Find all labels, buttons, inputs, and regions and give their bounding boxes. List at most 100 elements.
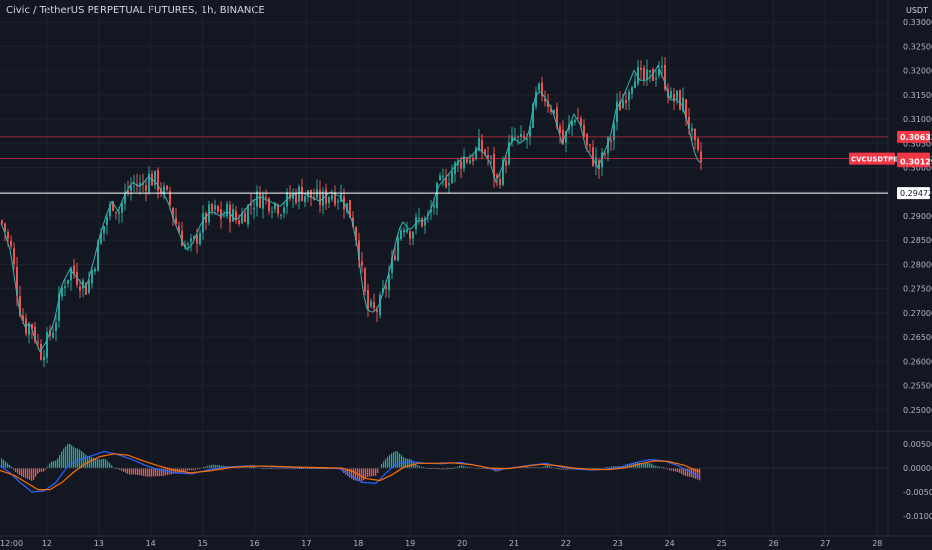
macd-histogram-bar xyxy=(97,458,99,469)
candle-body xyxy=(175,217,177,225)
candle-body xyxy=(124,193,126,204)
candle-body xyxy=(685,99,687,119)
macd-histogram-bar xyxy=(559,468,561,470)
macd-histogram-bar xyxy=(411,459,413,469)
macd-histogram-bar xyxy=(93,457,95,469)
chart-title: Civic / TetherUS PERPETUAL FUTURES, 1h, … xyxy=(6,5,265,16)
candle-body xyxy=(22,315,24,322)
macd-histogram-bar xyxy=(377,468,379,473)
macd-histogram-bar xyxy=(15,468,17,473)
candle-body xyxy=(28,323,30,335)
macd-histogram-bar xyxy=(369,468,371,477)
candle-body xyxy=(58,293,60,321)
x-tick-label: 19 xyxy=(405,539,415,548)
candle-body xyxy=(544,98,546,102)
macd-histogram-bar xyxy=(657,466,659,469)
macd-histogram-bar xyxy=(609,466,611,469)
macd-histogram-bar xyxy=(39,468,41,473)
candle-body xyxy=(232,209,234,222)
macd-histogram-bar xyxy=(285,468,287,470)
macd-histogram-bar xyxy=(91,457,93,469)
candle-body xyxy=(235,211,237,221)
candle-body xyxy=(34,326,36,342)
candle-body xyxy=(334,192,336,205)
candle-body xyxy=(619,101,621,111)
macd-histogram-bar xyxy=(105,459,107,469)
candle-body xyxy=(178,225,180,233)
macd-histogram-bar xyxy=(407,458,409,469)
candle-body xyxy=(424,217,426,226)
candle-body xyxy=(19,296,21,316)
macd-histogram-bar xyxy=(533,467,535,469)
macd-histogram-bar xyxy=(671,468,673,471)
macd-histogram-bar xyxy=(223,465,225,469)
candle-body xyxy=(514,136,516,138)
candle-body xyxy=(466,158,468,163)
macd-histogram-bar xyxy=(131,468,133,475)
macd-histogram-bar xyxy=(569,468,571,470)
candle-body xyxy=(472,157,474,162)
candle-body xyxy=(244,212,246,223)
candle-body xyxy=(328,197,330,204)
candle-body xyxy=(439,175,441,181)
candle-body xyxy=(526,138,528,140)
candle-body xyxy=(349,200,351,219)
candle-body xyxy=(586,133,588,146)
candle-body xyxy=(541,82,543,97)
candle-body xyxy=(40,343,42,360)
macd-histogram-bar xyxy=(563,468,565,470)
macd-histogram-bar xyxy=(419,466,421,469)
macd-histogram-bar xyxy=(355,468,357,481)
candle-body xyxy=(73,265,75,274)
macd-histogram-bar xyxy=(183,468,185,472)
macd-histogram-bar xyxy=(119,468,121,470)
macd-histogram-bar xyxy=(445,468,447,470)
macd-histogram-bar xyxy=(681,468,683,475)
candle-body xyxy=(193,236,195,239)
macd-histogram-bar xyxy=(567,468,569,470)
macd-histogram-bar xyxy=(611,466,613,469)
macd-histogram-bar xyxy=(627,463,629,469)
candle-body xyxy=(571,121,573,127)
candle-body xyxy=(445,177,447,188)
macd-histogram-bar xyxy=(439,468,441,470)
macd-histogram-bar xyxy=(399,453,401,469)
macd-histogram-bar xyxy=(61,451,63,469)
x-tick-label: 13 xyxy=(94,539,104,548)
macd-histogram-bar xyxy=(171,468,173,475)
macd-histogram-bar xyxy=(421,466,423,469)
signal-line xyxy=(0,453,701,491)
macd-histogram-bar xyxy=(51,461,53,469)
candle-body xyxy=(529,126,531,137)
candle-body xyxy=(442,175,444,177)
macd-histogram-bar xyxy=(215,464,217,469)
candle-body xyxy=(67,279,69,284)
candle-body xyxy=(421,218,423,227)
macd-histogram-bar xyxy=(125,468,127,473)
candle-body xyxy=(361,261,363,266)
macd-histogram-bar xyxy=(371,468,373,477)
candle-body xyxy=(409,231,411,239)
candle-body xyxy=(310,189,312,198)
macd-histogram-bar xyxy=(347,468,349,476)
macd-histogram-bar xyxy=(353,468,355,481)
candle-body xyxy=(661,66,663,68)
macd-histogram-bar xyxy=(245,466,247,469)
moving-average-line xyxy=(0,64,701,353)
macd-histogram-bar xyxy=(537,467,539,469)
candle-body xyxy=(70,267,72,281)
macd-histogram-bar xyxy=(79,449,81,469)
candle-body xyxy=(88,280,90,293)
candle-body xyxy=(154,170,156,186)
macd-histogram-bar xyxy=(155,468,157,477)
macd-histogram-bar xyxy=(213,464,215,469)
macd-histogram-bar xyxy=(69,443,71,469)
candle-body xyxy=(268,198,270,212)
